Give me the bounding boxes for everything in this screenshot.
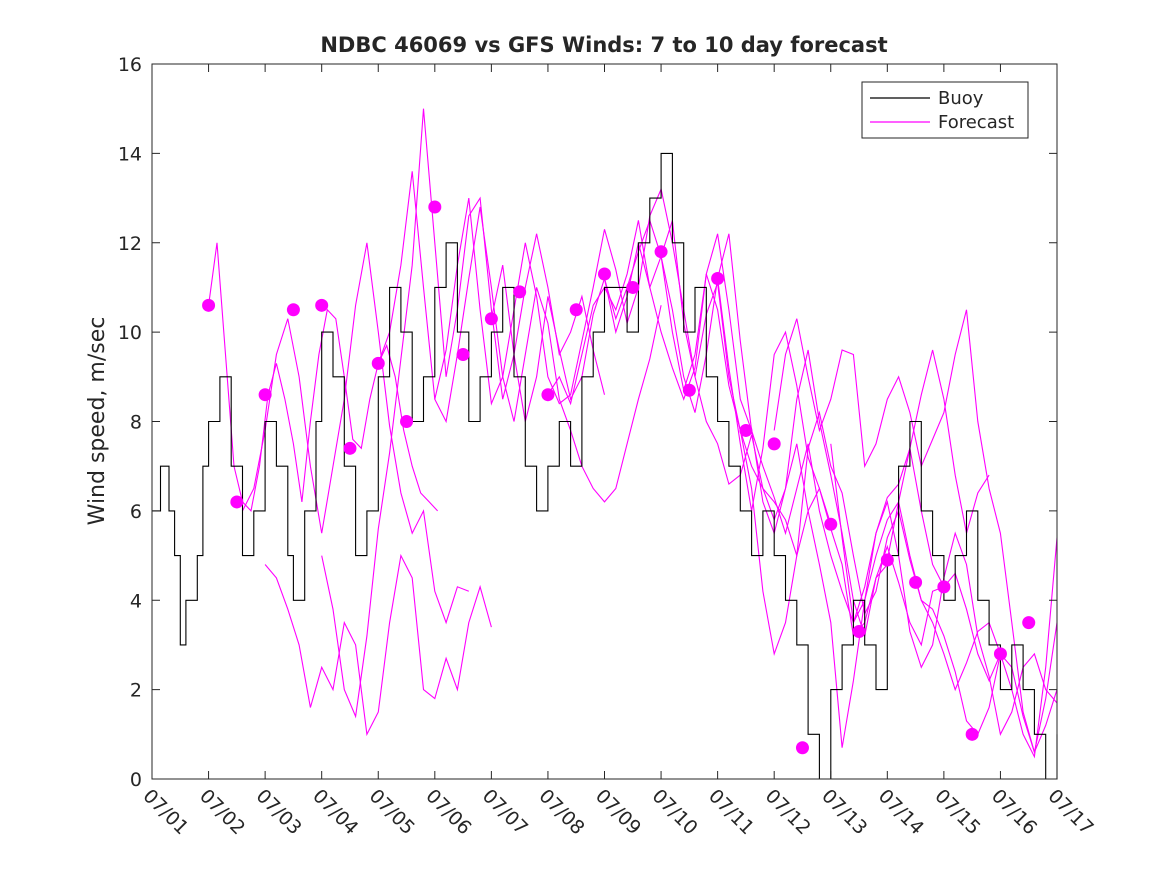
- forecast-marker: [202, 298, 216, 312]
- buoy-line: [152, 152, 1058, 780]
- y-tick-label: 12: [118, 233, 142, 255]
- y-tick-label: 4: [130, 590, 142, 612]
- y-tick-label: 8: [130, 412, 142, 434]
- forecast-marker: [456, 347, 470, 361]
- forecast-marker: [484, 312, 498, 326]
- y-tick-label: 16: [118, 54, 142, 76]
- forecast-line: [434, 187, 832, 558]
- forecast-line: [660, 220, 1058, 754]
- forecast-marker: [795, 741, 809, 755]
- forecast-marker: [1022, 616, 1036, 630]
- legend-box: [861, 81, 1029, 139]
- forecast-marker: [626, 280, 640, 294]
- y-axis-label: Wind speed, m/sec: [85, 317, 110, 526]
- forecast-line: [603, 218, 1001, 692]
- chart-title: NDBC 46069 vs GFS Winds: 7 to 10 day for…: [320, 33, 887, 57]
- forecast-marker: [852, 625, 866, 639]
- forecast-marker: [654, 245, 668, 259]
- y-tick-label: 14: [118, 143, 142, 165]
- forecast-marker: [343, 441, 357, 455]
- forecast-line: [547, 220, 945, 647]
- forecast-marker: [937, 580, 951, 594]
- forecast-marker: [315, 298, 329, 312]
- forecast-marker: [286, 303, 300, 317]
- forecast-marker: [400, 415, 414, 428]
- legend: Buoy Forecast: [861, 81, 1029, 139]
- forecast-marker: [258, 388, 272, 402]
- forecast-marker: [739, 423, 753, 437]
- forecast-marker: [371, 356, 385, 370]
- forecast-marker: [682, 383, 696, 397]
- forecast-marker: [569, 303, 583, 317]
- forecast-marker: [909, 575, 923, 589]
- forecast-line: [242, 242, 470, 625]
- forecast-series: [208, 108, 1058, 759]
- forecast-marker: [824, 517, 838, 531]
- legend-label: Buoy: [938, 88, 984, 109]
- forecast-line: [773, 309, 1058, 753]
- y-tick-label: 6: [130, 501, 142, 523]
- forecast-marker: [230, 495, 244, 509]
- forecast-marker: [598, 267, 611, 281]
- y-tick-label: 2: [130, 680, 142, 702]
- forecast-line: [886, 448, 1058, 759]
- forecast-marker: [965, 727, 979, 741]
- y-tick-label: 10: [118, 322, 142, 344]
- legend-label: Forecast: [938, 112, 1014, 133]
- y-tick-label: 0: [130, 769, 142, 791]
- forecast-marker: [880, 553, 894, 567]
- forecast-marker: [428, 200, 442, 214]
- forecast-marker: [541, 388, 555, 402]
- forecast-marker: [993, 647, 1007, 661]
- forecast-marker: [767, 437, 781, 451]
- forecast-line: [264, 553, 492, 737]
- forecast-marker: [711, 272, 725, 285]
- forecast-markers: [202, 200, 1036, 755]
- forecast-marker: [513, 285, 527, 299]
